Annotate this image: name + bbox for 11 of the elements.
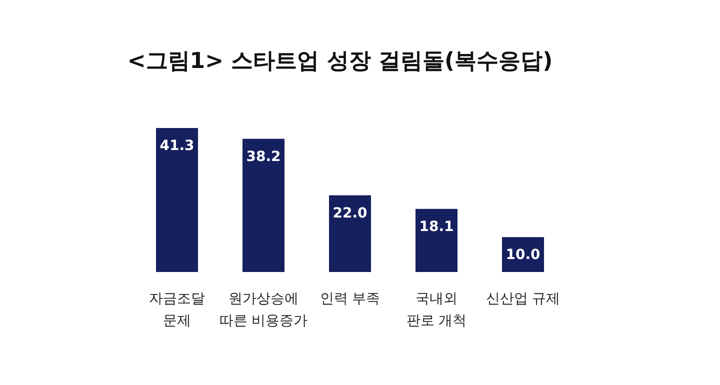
x-tick-label: 신산업 규제 [486, 291, 560, 307]
data-label: 10.0 [506, 247, 541, 264]
data-label: 22.0 [332, 205, 368, 222]
data-label: 38.2 [246, 148, 281, 165]
x-tick-label: 원가상승에 따른 비용증가 [219, 291, 308, 329]
x-tick-label: 자금조달 문제 [149, 291, 205, 329]
chart-title: <그림1> 스타트업 성장 걸림돌(복수응답) [127, 49, 553, 74]
x-tick-label: 인력 부족 [320, 291, 380, 307]
data-label: 41.3 [160, 138, 194, 154]
x-tick-label: 국내외 판로 개척 [406, 291, 467, 329]
data-label: 18.1 [419, 218, 454, 235]
